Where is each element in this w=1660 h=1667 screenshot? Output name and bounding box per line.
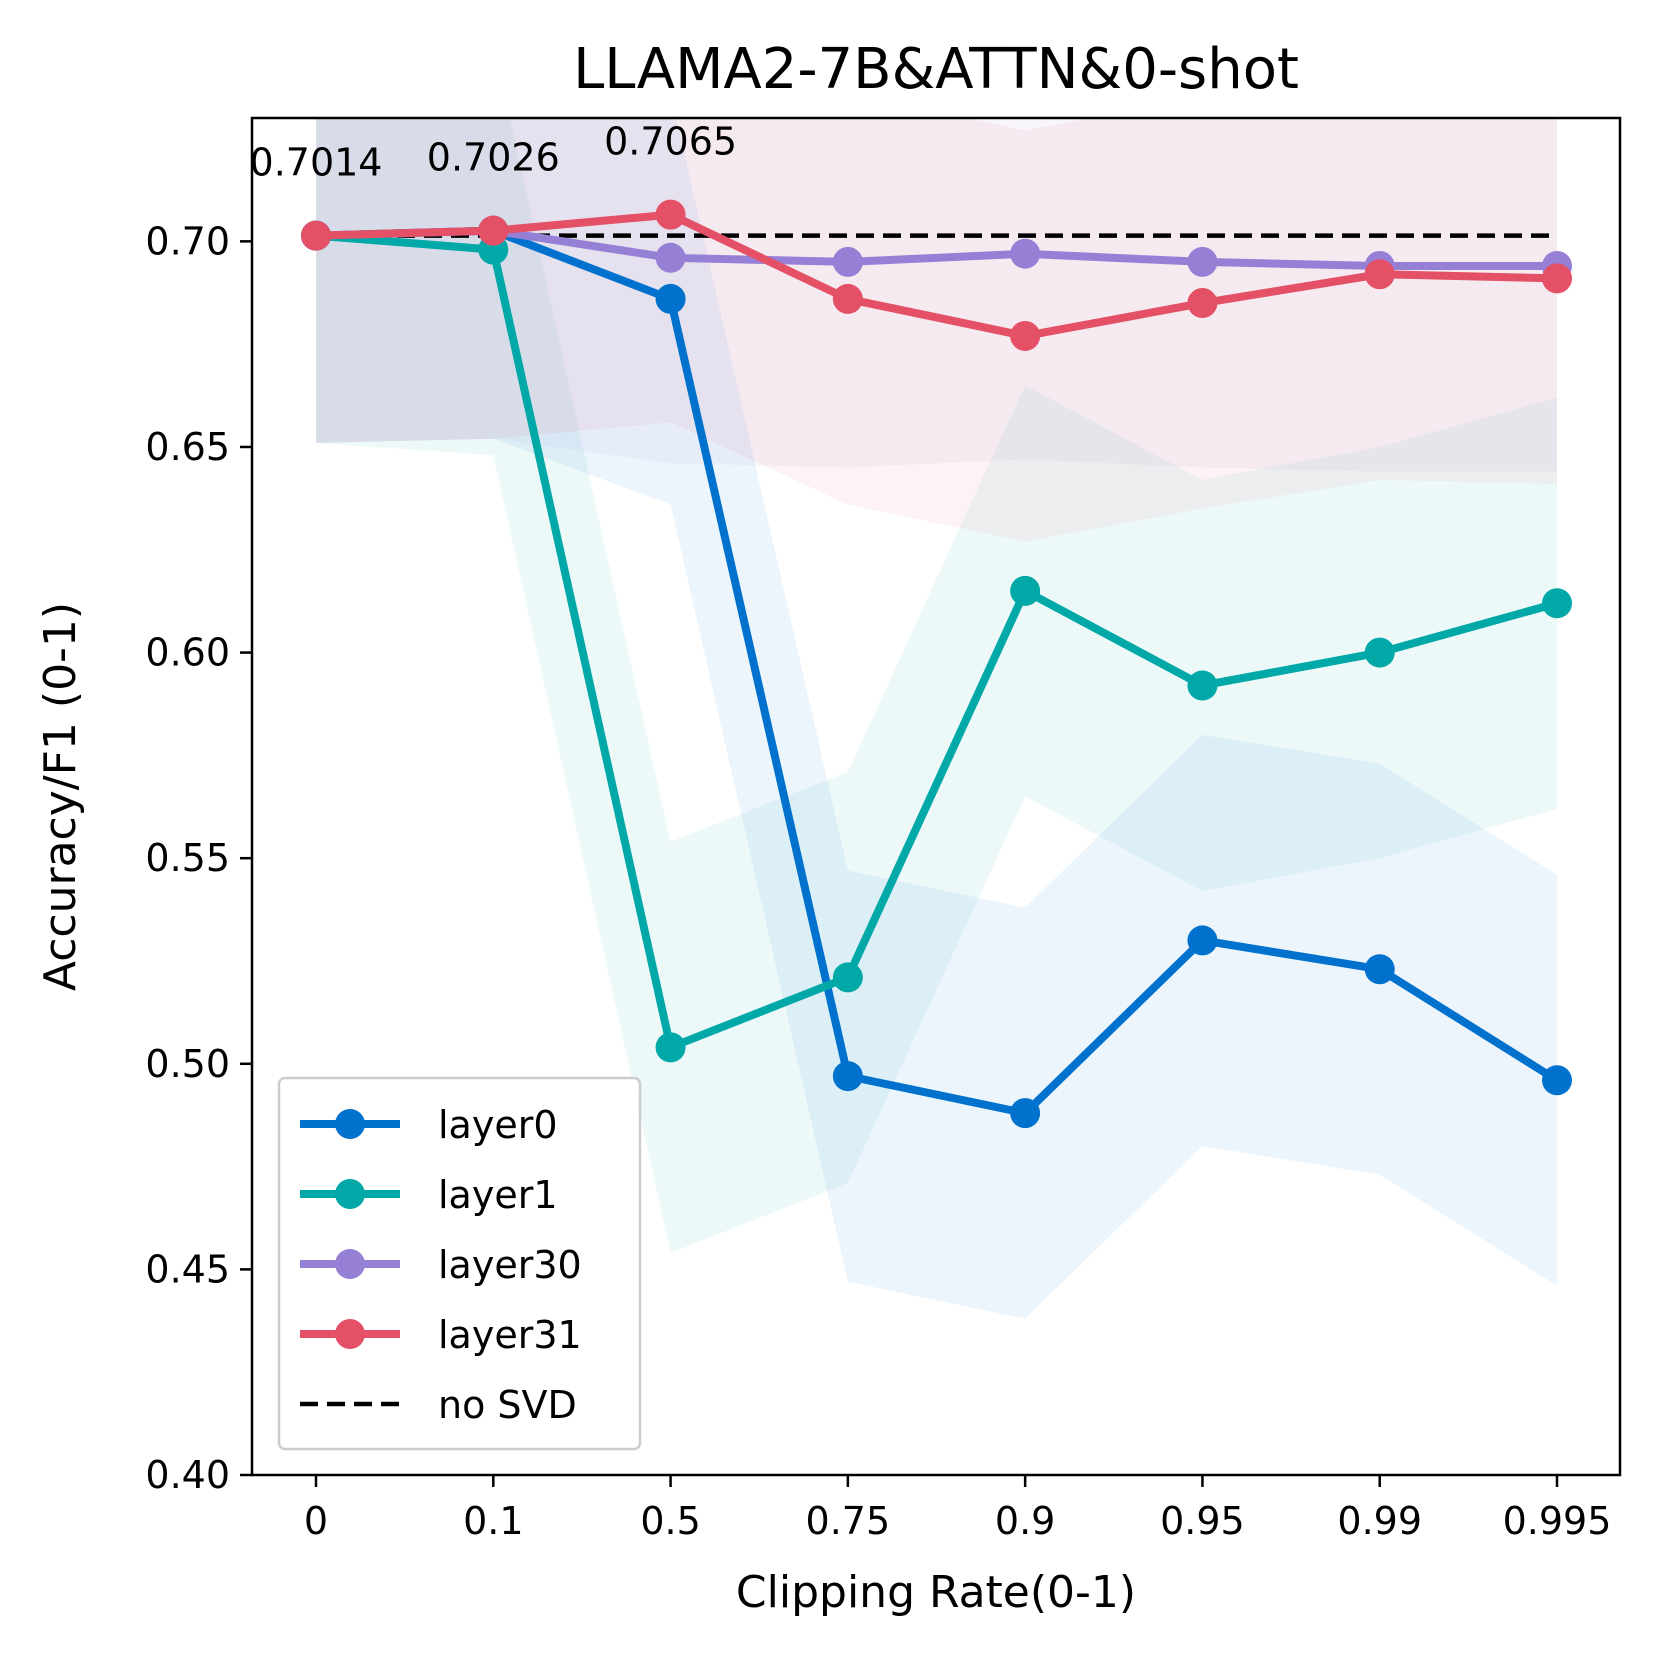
point-layer30-5 <box>1187 246 1218 277</box>
point-layer0-5 <box>1187 925 1218 956</box>
value-annotation: 0.7065 <box>604 120 737 164</box>
series-line-layer1 <box>315 231 1559 1052</box>
point-layer31-7 <box>1542 263 1572 294</box>
y-tick-label: 0.60 <box>145 631 230 675</box>
point-layer30-2 <box>655 242 686 273</box>
band-layer0 <box>316 118 1557 1319</box>
series-line-layer0 <box>315 226 1560 1118</box>
point-layer0-6 <box>1364 954 1395 985</box>
series-line-layer31 <box>315 210 1558 340</box>
point-layer31-6 <box>1364 259 1395 290</box>
x-axis-ticks: 0 0.1 0.5 0.75 0.9 0.95 0.99 0.995 <box>304 1475 1611 1543</box>
series-lines <box>301 199 1572 1129</box>
chart-title: LLAMA2-7B&ATTN&0-shot <box>573 37 1299 102</box>
point-layer30-4 <box>1010 238 1041 269</box>
y-axis-label: Accuracy/F1 (0-1) <box>35 602 86 991</box>
point-layer0-3 <box>832 1061 863 1092</box>
legend-label: layer0 <box>438 1103 558 1147</box>
point-layer31-0 <box>301 220 331 251</box>
band-layer30 <box>316 118 1557 472</box>
legend-label: layer30 <box>438 1243 582 1287</box>
legend-box <box>277 1076 642 1451</box>
y-tick-label: 0.65 <box>145 425 230 469</box>
point-layer1-7 <box>1542 588 1572 619</box>
point-layer1-2 <box>655 1032 686 1063</box>
legend-label: layer31 <box>438 1313 582 1357</box>
band-layer31 <box>316 118 1557 542</box>
legend-marker-layer31 <box>335 1319 365 1349</box>
y-tick-label: 0.70 <box>145 219 230 263</box>
plot-frame <box>250 116 1622 1477</box>
point-layer30-3 <box>832 246 863 277</box>
point-layer0-7 <box>1542 1065 1572 1096</box>
point-layer31-1 <box>478 215 509 246</box>
y-tick-label: 0.40 <box>145 1453 230 1497</box>
y-tick-label: 0.55 <box>145 836 230 880</box>
point-layer1-6 <box>1364 637 1395 668</box>
y-tick-label: 0.45 <box>145 1247 230 1291</box>
x-tick-label: 0.75 <box>806 1499 891 1543</box>
x-tick-label: 0.9 <box>995 1499 1055 1543</box>
legend-label: no SVD <box>438 1383 577 1427</box>
legend-marker-layer0 <box>335 1109 365 1139</box>
x-axis-label: Clipping Rate(0-1) <box>736 1567 1136 1618</box>
point-layer31-3 <box>832 283 863 314</box>
y-tick-label: 0.50 <box>145 1042 230 1086</box>
value-annotation: 0.7026 <box>427 136 560 180</box>
legend-marker-layer1 <box>335 1179 365 1209</box>
error-bands <box>316 118 1557 1319</box>
series-line-layer30 <box>315 226 1557 271</box>
point-layer31-2 <box>655 199 686 230</box>
point-layer1-3 <box>832 962 863 993</box>
point-layer0-2 <box>655 283 686 314</box>
point-layer0-4 <box>1010 1098 1041 1129</box>
point-layer31-4 <box>1010 320 1041 351</box>
legend-marker-layer30 <box>335 1249 365 1279</box>
x-tick-label: 0.99 <box>1337 1499 1422 1543</box>
band-layer1 <box>316 118 1557 1253</box>
x-tick-label: 0.1 <box>463 1499 523 1543</box>
point-layer31-5 <box>1187 288 1218 319</box>
legend-label: layer1 <box>438 1173 558 1217</box>
value-annotations: 0.7014 0.7026 0.7065 <box>250 120 738 185</box>
legend: layer0 layer1 layer30 layer31 no SVD <box>277 1076 642 1451</box>
point-layer1-4 <box>1010 575 1041 606</box>
value-annotation: 0.7014 <box>250 141 383 185</box>
x-tick-label: 0.95 <box>1160 1499 1245 1543</box>
point-layer1-5 <box>1187 670 1218 701</box>
y-axis-ticks: 0.40 0.45 0.50 0.55 0.60 0.65 0.70 <box>145 219 252 1497</box>
x-tick-label: 0.995 <box>1503 1499 1612 1543</box>
x-tick-label: 0.5 <box>640 1499 700 1543</box>
x-tick-label: 0 <box>304 1499 328 1543</box>
